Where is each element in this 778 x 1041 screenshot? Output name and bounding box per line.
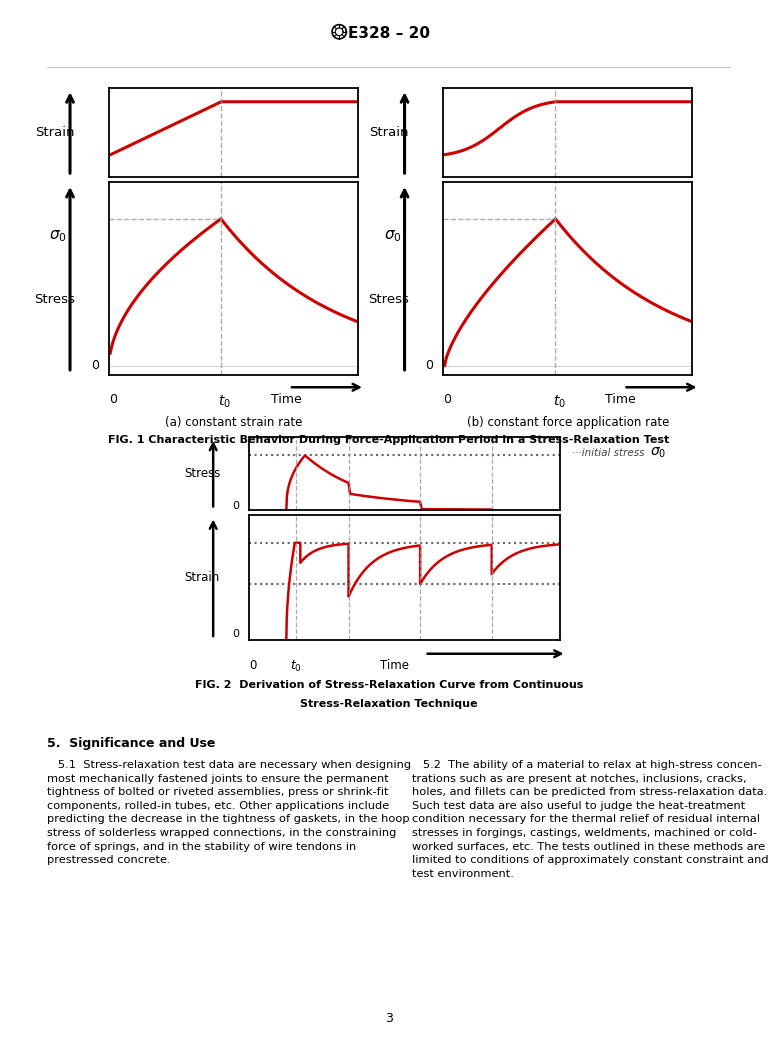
Text: E328 – 20: E328 – 20 [348, 26, 430, 41]
Text: Strain: Strain [35, 126, 74, 139]
Text: $t_0$: $t_0$ [219, 393, 231, 410]
Text: 0: 0 [233, 502, 240, 511]
Text: (a) constant strain rate: (a) constant strain rate [165, 416, 302, 429]
Text: 0: 0 [233, 629, 240, 639]
Text: 0: 0 [443, 393, 451, 406]
Text: $\sigma_0$: $\sigma_0$ [650, 446, 666, 460]
Text: Strain: Strain [370, 126, 408, 139]
Text: 3: 3 [385, 1012, 393, 1024]
Text: 0: 0 [249, 659, 257, 671]
Text: Stress: Stress [369, 293, 409, 306]
Text: 0: 0 [426, 359, 433, 372]
Text: 5.  Significance and Use: 5. Significance and Use [47, 737, 215, 750]
Text: 0: 0 [91, 359, 99, 372]
Text: Time: Time [271, 393, 302, 406]
Text: Time: Time [380, 659, 408, 671]
Text: 0: 0 [109, 393, 117, 406]
Text: 5.1  Stress-relaxation test data are necessary when designing
most mechanically : 5.1 Stress-relaxation test data are nece… [47, 760, 411, 865]
Text: $\sigma_0$: $\sigma_0$ [384, 228, 401, 244]
Text: (b) constant force application rate: (b) constant force application rate [467, 416, 669, 429]
Text: Stress: Stress [184, 467, 220, 480]
Text: 5.2  The ability of a material to relax at high-stress concen-
trations such as : 5.2 The ability of a material to relax a… [412, 760, 769, 879]
Text: Stress-Relaxation Technique: Stress-Relaxation Technique [300, 699, 478, 709]
Text: Strain: Strain [184, 572, 220, 584]
Text: Stress: Stress [34, 293, 75, 306]
Text: $t_0$: $t_0$ [553, 393, 566, 410]
Text: ···initial stress: ···initial stress [572, 449, 644, 458]
Text: $t_0$: $t_0$ [290, 659, 303, 675]
Text: FIG. 1 Characteristic Behavior During Force-Application Period in a Stress-Relax: FIG. 1 Characteristic Behavior During Fo… [108, 435, 670, 446]
Text: $\sigma_0$: $\sigma_0$ [50, 228, 67, 244]
Text: Time: Time [605, 393, 636, 406]
Text: FIG. 2  Derivation of Stress-Relaxation Curve from Continuous: FIG. 2 Derivation of Stress-Relaxation C… [194, 680, 584, 690]
